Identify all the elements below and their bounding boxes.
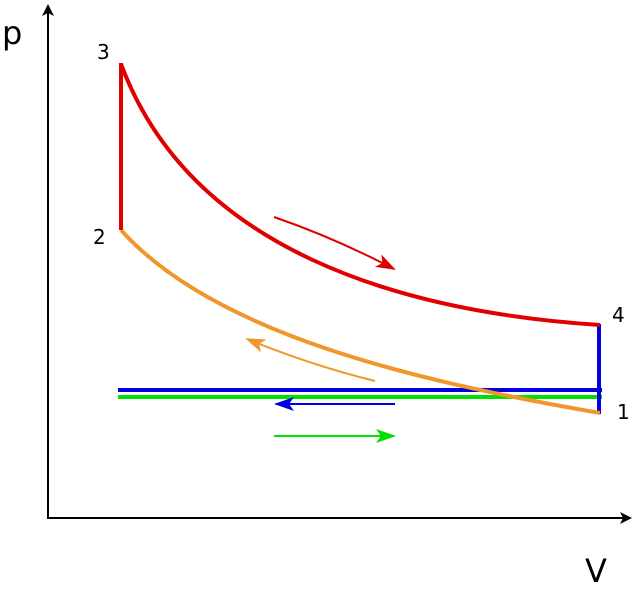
point-label: 2 (93, 225, 106, 249)
point-label: 1 (617, 400, 630, 424)
expansion-curve (119, 63, 601, 327)
y-axis-label: p (2, 14, 22, 52)
arrow-compression (245, 338, 376, 382)
point-label: 3 (97, 40, 110, 64)
compression-curve (119, 228, 601, 415)
arrow-expansion (273, 216, 396, 270)
point-label: 4 (612, 303, 625, 327)
x-axis-label: V (585, 552, 607, 590)
